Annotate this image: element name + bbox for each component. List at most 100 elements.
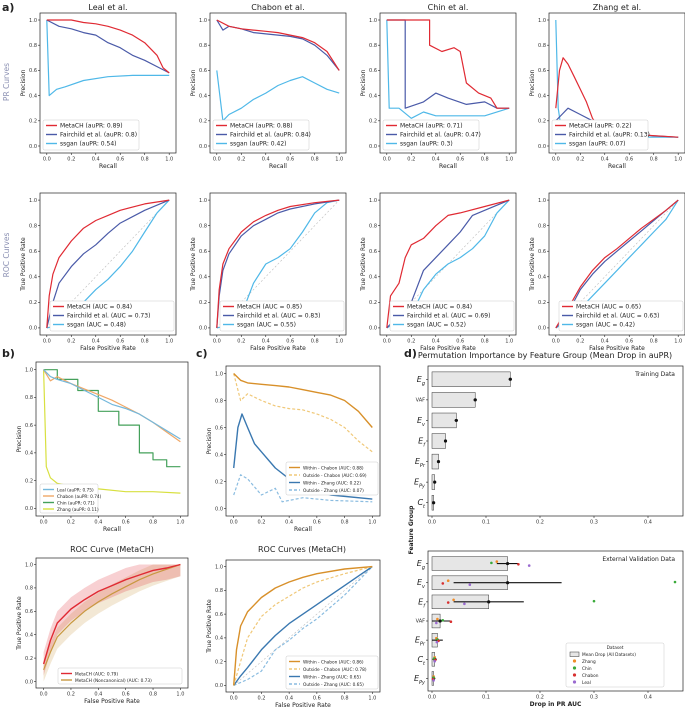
c-roc-xtick-label: 0.0 (230, 696, 238, 702)
roc-xtick-label: 0.4 (262, 339, 270, 345)
pr-xtick-label: 1.0 (335, 157, 343, 163)
dataset-point-chin (441, 619, 445, 622)
feature-label: Ef (418, 597, 426, 609)
roc-xtick-label: 0.2 (407, 339, 415, 345)
roc-xtick-label: 0.8 (650, 339, 658, 345)
c-roc-xtick-label: 0.2 (257, 696, 265, 702)
pr-xtick-label: 0.8 (650, 157, 658, 163)
pr-xtick-label: 0.2 (237, 157, 245, 163)
training-bars-mean-point (433, 480, 437, 484)
roc-ytick-label: 1.0 (538, 198, 546, 204)
c-pr-xtick-label: 0.2 (257, 520, 265, 526)
pr-xlabel: Recall (269, 163, 287, 170)
pr-xlabel: Recall (608, 163, 626, 170)
c-roc-ytick-label: 1.0 (215, 564, 223, 570)
external-bars-xtick-label: 0.3 (590, 695, 598, 701)
dataset-point-leal (468, 583, 472, 587)
pr-legend-entry: Fairchild et al. (auPR: 0.8) (60, 132, 137, 139)
d-legend-dot (572, 680, 577, 684)
d-legend-dot (572, 659, 577, 663)
roc-legend-box (219, 300, 345, 332)
b-roc-xtick-label: 0.8 (149, 692, 157, 698)
roc-xtick-label: 0.4 (432, 339, 440, 345)
roc-xtick-label: 1.0 (335, 339, 343, 345)
training-bars-mean-point (432, 501, 436, 505)
feature-label: EPy (414, 674, 426, 686)
roc-ytick-label: 1.0 (369, 198, 377, 204)
within-chabon-roc-line (233, 565, 373, 686)
c-roc-ytick-label: 0.2 (215, 659, 223, 665)
pr-ytick-label: 0.2 (538, 119, 546, 125)
fairchild-pr-line (46, 19, 170, 74)
b-pr-xtick-label: 0.4 (94, 520, 102, 526)
fairchild-roc-line (216, 199, 340, 328)
roc-xtick-label: 0.4 (601, 339, 609, 345)
b-pr-legend-entry: Leal (auPR: 0.75) (57, 488, 94, 494)
training-bars-frame (427, 365, 684, 517)
training-bars-xtick-label: 0.2 (536, 520, 544, 526)
roc-xlabel: False Positive Rate (589, 345, 645, 352)
roc-ytick-label: 0.8 (369, 223, 377, 229)
dataset-point-zhang (495, 560, 499, 563)
external-bars-mean-point (438, 619, 442, 623)
chin-line (43, 369, 181, 468)
external-bars-mean-point (506, 581, 510, 585)
pr-xtick-label: 0.6 (286, 157, 294, 163)
c-roc-ylabel: True Positive Rate (206, 599, 213, 654)
dataset-point-chabon (517, 562, 520, 566)
pr-xtick-label: 0.8 (481, 157, 489, 163)
dataset-point-chin (673, 580, 677, 584)
training-bars-xtick-label: 0.4 (644, 520, 652, 526)
c-pr-ytick-label: 0.6 (215, 425, 223, 431)
c-roc-ytick-label: 0.6 (215, 612, 223, 618)
c-pr-xtick-label: 0.6 (313, 520, 321, 526)
roc-ytick-label: 0.6 (199, 249, 207, 255)
feature-label: EPr (415, 636, 426, 648)
feature-label-base: E (418, 437, 424, 446)
c-pr-xtick-label: 1.0 (368, 520, 376, 526)
leal-line (43, 369, 181, 440)
roc-xtick-label: 0.2 (576, 339, 584, 345)
training-bars-bar (431, 371, 511, 387)
dataset-point-leal (433, 659, 437, 663)
c-roc-title: ROC Curves (MetaCH) (258, 545, 346, 554)
b-roc-ylabel: True Positive Rate (16, 596, 23, 651)
b-roc-frame (35, 557, 189, 689)
roc-xlabel: False Positive Rate (80, 345, 136, 352)
b-roc-ytick-label: 0.0 (25, 679, 33, 685)
outside-zhang-roc-line (233, 566, 373, 686)
feature-label-base: E (414, 674, 420, 683)
pr-legend-box (42, 119, 140, 151)
c-diagonal-line (233, 566, 373, 686)
pr-xtick-label: 0.2 (67, 157, 75, 163)
b-roc-legend-entry: MetaCH (Noncanonical) (AUC: 0.73) (75, 678, 152, 684)
d-ylabel: Feature Group (408, 505, 415, 555)
d-legend-entry: Zhang (582, 659, 596, 665)
d-legend-entry: Chabon (582, 673, 599, 679)
b-pr-xtick-label: 0.8 (149, 520, 157, 526)
feature-label-sub: Pr (420, 642, 426, 648)
roc-ytick-label: 0.4 (538, 275, 546, 281)
pr-ytick-label: 0.2 (199, 119, 207, 125)
d-legend-dot (572, 673, 577, 677)
d-legend-dot (572, 666, 577, 670)
feature-label-sub: f (423, 603, 426, 609)
training-bars-mean-point (508, 377, 512, 381)
metach-pr-line (46, 19, 170, 74)
c-pr-xlabel: Recall (294, 526, 312, 533)
roc-xtick-label: 0.2 (67, 339, 75, 345)
roc-xtick-label: 0.8 (481, 339, 489, 345)
row-label-roc: ROC Curves (2, 233, 11, 278)
pr-ylabel: Precision (360, 69, 367, 96)
b-pr-ytick-label: 0.8 (25, 395, 33, 401)
pr-legend-entry: ssgan (auPR: 0.3) (400, 141, 453, 148)
roc-xtick-label: 0.0 (383, 339, 391, 345)
pr-ytick-label: 0.8 (29, 43, 37, 49)
external-bars-xtick-label: 0.2 (536, 695, 544, 701)
roc-ytick-label: 0.2 (29, 300, 37, 306)
pr-legend-box (551, 119, 649, 151)
b-roc-xtick-label: 1.0 (176, 692, 184, 698)
c-pr-legend-entry: Outside - Zhang (AUC: 0.07) (303, 488, 364, 494)
roc-legend-box (49, 300, 175, 332)
